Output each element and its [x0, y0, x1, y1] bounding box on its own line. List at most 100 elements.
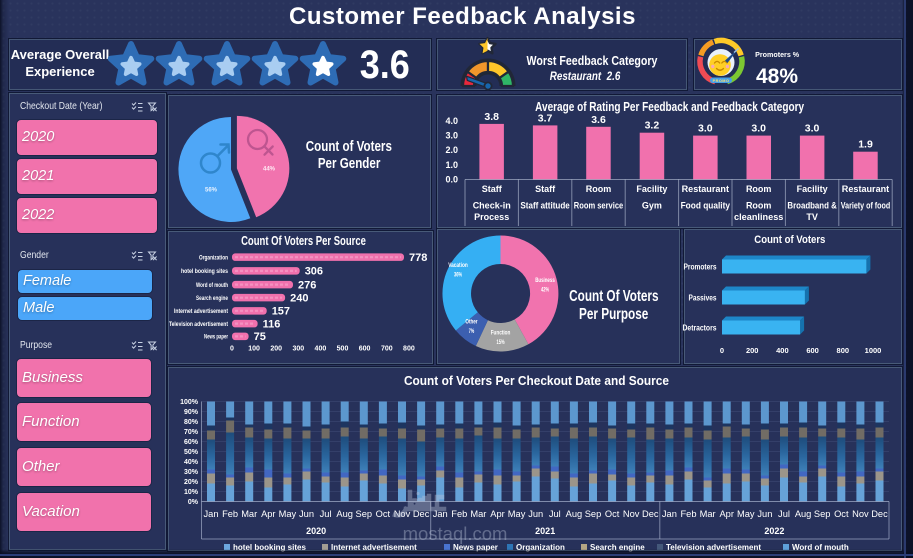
svg-text:Facility: Facility	[636, 184, 667, 194]
svg-text:Search engine: Search engine	[196, 296, 229, 302]
svg-text:200: 200	[746, 346, 759, 355]
svg-text:3.0: 3.0	[698, 123, 713, 135]
svg-text:1.0: 1.0	[445, 160, 458, 170]
svg-text:40%: 40%	[184, 459, 199, 466]
svg-text:1000: 1000	[865, 346, 882, 355]
svg-text:Room: Room	[746, 201, 772, 211]
svg-text:0: 0	[230, 346, 234, 353]
svg-text:Television advertisement: Television advertisement	[666, 543, 761, 552]
svg-text:Word of mouth: Word of mouth	[196, 283, 228, 289]
svg-text:10%: 10%	[184, 489, 199, 496]
svg-text:Oct: Oct	[605, 509, 620, 519]
svg-text:50%: 50%	[184, 449, 199, 456]
svg-text:Jan: Jan	[662, 509, 677, 519]
svg-text:Detractors: Detractors	[683, 324, 717, 333]
svg-text:3.2: 3.2	[645, 120, 660, 132]
svg-text:276: 276	[298, 279, 316, 291]
svg-text:Jan: Jan	[204, 509, 219, 519]
svg-text:36%: 36%	[454, 273, 463, 279]
svg-text:Feb: Feb	[680, 509, 696, 519]
svg-text:3.6: 3.6	[591, 114, 606, 126]
svg-text:hotel booking sites: hotel booking sites	[181, 269, 229, 275]
svg-text:May: May	[279, 509, 297, 519]
svg-text:Mar: Mar	[241, 509, 257, 519]
svg-text:PROMO: PROMO	[713, 79, 730, 83]
svg-text:Jun: Jun	[528, 509, 543, 519]
svg-text:778: 778	[409, 252, 427, 264]
svg-text:2022: 2022	[764, 526, 784, 536]
svg-text:Variety of food: Variety of food	[841, 201, 890, 211]
svg-text:56%: 56%	[205, 188, 218, 194]
svg-text:Business: Business	[535, 278, 555, 284]
svg-text:Staff: Staff	[482, 184, 503, 194]
svg-text:TV: TV	[806, 212, 818, 222]
svg-text:Word of mouth: Word of mouth	[792, 543, 849, 552]
svg-text:Apr: Apr	[719, 509, 733, 519]
svg-text:Jul: Jul	[778, 509, 790, 519]
svg-text:hotel booking sites: hotel booking sites	[233, 543, 306, 552]
svg-text:30%: 30%	[184, 469, 199, 476]
svg-text:7%: 7%	[469, 329, 475, 335]
svg-text:400: 400	[776, 346, 789, 355]
svg-text:Feb: Feb	[222, 509, 238, 519]
svg-text:157: 157	[272, 306, 290, 318]
svg-text:Gym: Gym	[642, 201, 662, 211]
svg-text:Sep: Sep	[585, 509, 602, 519]
svg-text:Vacation: Vacation	[448, 263, 468, 269]
svg-text:3.8: 3.8	[484, 111, 499, 123]
svg-text:116: 116	[263, 318, 281, 330]
svg-text:Facility: Facility	[797, 184, 828, 194]
svg-text:0.0: 0.0	[445, 175, 458, 185]
svg-text:80%: 80%	[184, 419, 199, 426]
svg-text:Jul: Jul	[320, 509, 332, 519]
svg-text:Staff: Staff	[535, 184, 556, 194]
svg-text:100: 100	[248, 346, 260, 353]
svg-text:Aug: Aug	[566, 509, 583, 519]
svg-text:306: 306	[305, 266, 323, 278]
svg-text:Room: Room	[746, 184, 772, 194]
svg-text:Sep: Sep	[814, 509, 831, 519]
svg-text:600: 600	[359, 346, 371, 353]
svg-text:Mar: Mar	[700, 509, 716, 519]
svg-text:Restaurant: Restaurant	[842, 184, 889, 194]
svg-text:Sep: Sep	[356, 509, 373, 519]
svg-text:Apr: Apr	[261, 509, 275, 519]
svg-text:100%: 100%	[180, 399, 199, 406]
svg-text:0: 0	[720, 346, 724, 355]
svg-text:cleanliness: cleanliness	[734, 212, 783, 222]
svg-text:300: 300	[292, 346, 304, 353]
svg-text:Jun: Jun	[757, 509, 772, 519]
svg-text:Function: Function	[491, 331, 511, 337]
svg-text:2021: 2021	[535, 526, 555, 536]
svg-text:Other: Other	[465, 320, 478, 326]
svg-text:Nov: Nov	[623, 509, 640, 519]
svg-text:15%: 15%	[496, 340, 505, 346]
svg-text:75: 75	[254, 331, 266, 343]
svg-text:Staff attitude: Staff attitude	[520, 201, 569, 211]
svg-text:News paper: News paper	[204, 335, 228, 341]
svg-text:3.0: 3.0	[445, 131, 458, 141]
svg-text:Jun: Jun	[299, 509, 314, 519]
svg-text:800: 800	[403, 346, 415, 353]
svg-text:Television advertisement: Television advertisement	[169, 322, 228, 328]
svg-text:Jul: Jul	[549, 509, 561, 519]
svg-text:2020: 2020	[306, 526, 326, 536]
svg-text:mostaql.com: mostaql.com	[403, 523, 508, 544]
svg-text:3.0: 3.0	[805, 123, 820, 135]
svg-text:Restaurant: Restaurant	[682, 184, 729, 194]
svg-text:Oct: Oct	[834, 509, 849, 519]
svg-text:Broadband &: Broadband &	[787, 201, 837, 211]
svg-text:200: 200	[270, 346, 282, 353]
svg-text:Search engine: Search engine	[590, 543, 645, 552]
svg-text:3.0: 3.0	[751, 123, 766, 135]
svg-text:Organization: Organization	[199, 256, 228, 262]
svg-text:700: 700	[381, 346, 393, 353]
svg-text:600: 600	[806, 346, 819, 355]
svg-text:400: 400	[315, 346, 327, 353]
svg-text:Dec: Dec	[871, 509, 888, 519]
svg-text:Room: Room	[586, 184, 612, 194]
svg-text:Process: Process	[474, 212, 509, 222]
svg-text:500: 500	[337, 346, 349, 353]
svg-text:May: May	[737, 509, 755, 519]
svg-text:90%: 90%	[184, 409, 199, 416]
